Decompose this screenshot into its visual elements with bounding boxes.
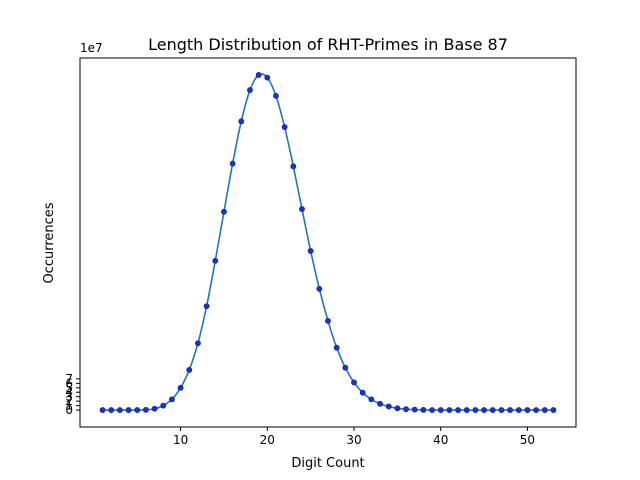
data-point xyxy=(169,396,175,403)
data-point xyxy=(446,407,453,413)
data-point xyxy=(342,364,349,371)
data-point xyxy=(99,407,106,413)
data-point xyxy=(307,248,314,254)
data-point xyxy=(498,407,505,413)
data-point xyxy=(472,407,479,413)
data-point xyxy=(212,257,219,264)
data-point xyxy=(247,87,253,93)
x-tick-label: 40 xyxy=(433,433,448,447)
data-point xyxy=(550,407,557,413)
data-point xyxy=(333,344,340,351)
data-point xyxy=(151,405,158,412)
data-point xyxy=(143,406,149,413)
chart-title: Length Distribution of RHT-Primes in Bas… xyxy=(148,35,508,54)
y-axis-label: Occurrences xyxy=(42,202,57,283)
data-point xyxy=(351,379,357,386)
data-point xyxy=(420,406,427,413)
data-point xyxy=(125,407,132,413)
data-point xyxy=(299,206,305,212)
data-point xyxy=(533,407,540,413)
data-point xyxy=(429,407,435,413)
data-point xyxy=(195,340,201,347)
data-point xyxy=(203,303,210,310)
y-tick-label: 1 xyxy=(65,399,73,413)
data-point xyxy=(160,402,167,409)
data-point xyxy=(255,72,262,78)
y-tick-label: 4 xyxy=(65,385,73,399)
data-point xyxy=(229,160,236,167)
data-point xyxy=(411,406,418,413)
data-point xyxy=(463,407,470,413)
y-tick-label: 6 xyxy=(65,376,73,390)
y-tick-label: 7 xyxy=(65,372,73,386)
y-tick-label: 3 xyxy=(65,390,73,404)
data-point xyxy=(359,389,366,396)
x-tick-label: 30 xyxy=(346,433,361,447)
x-tick-label: 10 xyxy=(173,433,188,447)
data-point xyxy=(394,405,401,412)
y-tick-label: 2 xyxy=(65,394,73,408)
y-tick-label: 5 xyxy=(65,381,73,395)
data-point xyxy=(290,163,297,170)
data-point xyxy=(368,396,375,403)
axes-frame xyxy=(79,57,577,428)
data-point xyxy=(481,407,487,413)
data-point xyxy=(281,124,288,130)
plot-area xyxy=(99,72,557,413)
data-point xyxy=(515,407,522,413)
data-point xyxy=(437,407,444,413)
data-point xyxy=(238,118,245,125)
data-point xyxy=(489,407,496,413)
data-point xyxy=(507,407,513,413)
data-point xyxy=(316,285,323,292)
data-point xyxy=(455,407,461,413)
data-point xyxy=(403,406,409,413)
x-tick-label: 50 xyxy=(520,433,535,447)
data-point xyxy=(221,208,227,215)
data-point xyxy=(325,318,331,324)
data-point xyxy=(273,92,279,99)
data-point xyxy=(385,403,392,410)
data-point xyxy=(134,407,141,413)
data-point xyxy=(541,407,548,413)
data-point xyxy=(264,74,271,81)
data-point xyxy=(524,407,531,413)
data-point xyxy=(377,400,383,407)
y-offset-label: 1e7 xyxy=(80,41,103,55)
x-axis: 10 20 30 40 50 xyxy=(173,427,535,447)
x-tick-label: 20 xyxy=(260,433,275,447)
data-point xyxy=(186,367,193,373)
data-point xyxy=(108,407,115,413)
data-point xyxy=(116,407,123,413)
data-point xyxy=(177,384,184,391)
y-tick-label: 0 xyxy=(65,403,73,417)
x-axis-label: Digit Count xyxy=(291,456,364,471)
